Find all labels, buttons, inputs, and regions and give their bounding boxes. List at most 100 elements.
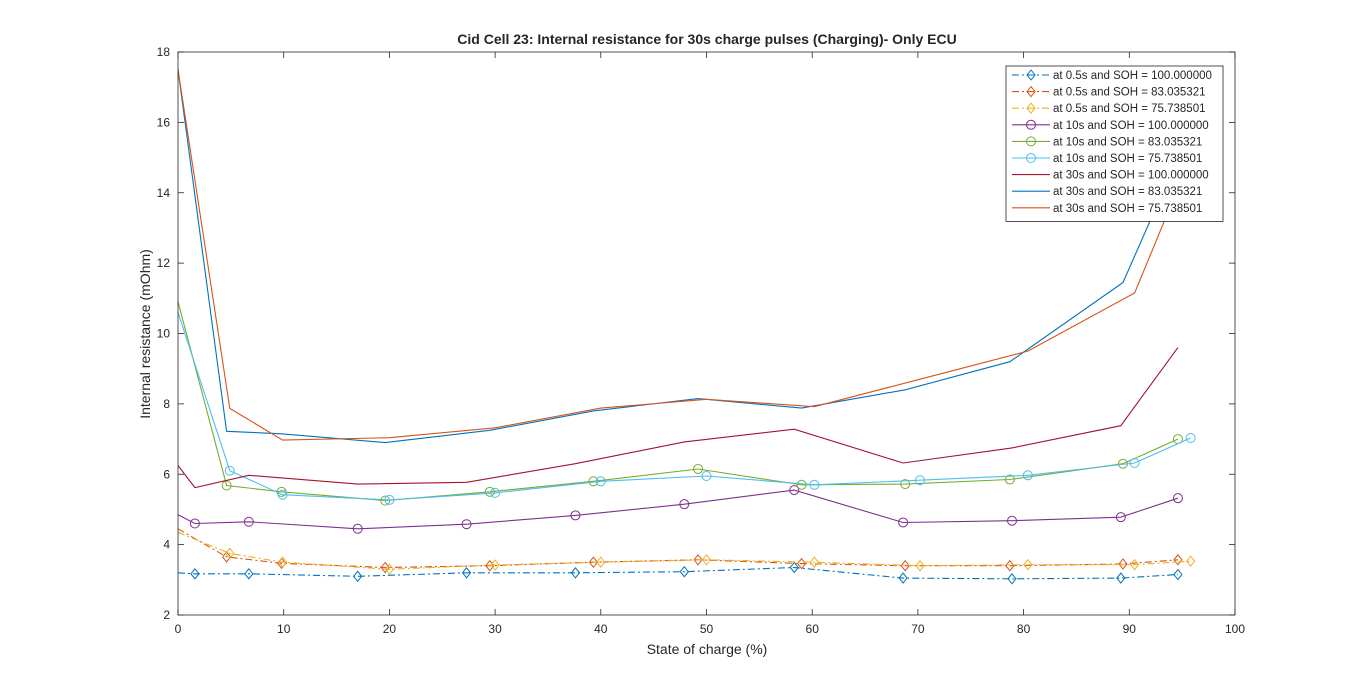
series-line <box>178 528 1178 569</box>
data-point <box>595 476 606 487</box>
legend-label: at 10s and SOH = 75.738501 <box>1053 153 1202 165</box>
data-point <box>679 499 690 510</box>
data-point <box>1185 433 1196 444</box>
data-point <box>225 547 235 560</box>
data-point <box>1129 457 1140 468</box>
y-tick-label: 4 <box>163 538 170 552</box>
data-point <box>189 518 200 529</box>
series-line <box>178 312 1191 501</box>
data-point <box>809 556 819 569</box>
data-point <box>701 553 712 566</box>
data-point <box>484 486 495 497</box>
x-tick-label: 10 <box>277 622 291 636</box>
data-point <box>224 465 235 476</box>
legend-item: at 30s and SOH = 75.738501 <box>1012 203 1202 215</box>
data-point <box>1004 474 1015 485</box>
data-point <box>490 487 501 498</box>
series-line <box>178 301 1179 502</box>
y-tick-label: 14 <box>157 186 171 200</box>
series-line <box>178 531 1191 570</box>
data-point <box>1129 558 1140 571</box>
legend-marker <box>1026 69 1036 81</box>
data-point <box>679 565 689 578</box>
legend-item: at 10s and SOH = 100.000000 <box>1012 119 1209 132</box>
y-tick-label: 2 <box>163 608 170 622</box>
x-tick-label: 100 <box>1225 622 1245 636</box>
y-tick-label: 16 <box>157 115 171 129</box>
data-point <box>900 479 911 490</box>
data-point <box>1005 559 1015 572</box>
series-9 <box>178 69 1192 441</box>
legend-label: at 0.5s and SOH = 100.000000 <box>1053 70 1212 82</box>
data-point <box>1006 515 1017 526</box>
data-point <box>1115 512 1126 523</box>
series-line <box>178 69 1192 441</box>
legend-label: at 10s and SOH = 100.000000 <box>1053 120 1209 132</box>
data-point <box>221 551 232 563</box>
data-point <box>1173 568 1183 581</box>
legend-item: at 30s and SOH = 100.000000 <box>1012 170 1209 182</box>
data-point <box>900 559 910 572</box>
legend-marker <box>1026 85 1036 98</box>
series-3 <box>178 531 1196 576</box>
series-1 <box>178 561 1183 585</box>
y-tick-label: 18 <box>157 45 171 59</box>
x-tick-label: 80 <box>1017 622 1031 636</box>
data-point <box>352 523 363 534</box>
legend-marker <box>1026 153 1036 163</box>
data-point <box>353 570 363 583</box>
data-point <box>1118 558 1128 570</box>
chart-title: Cid Cell 23: Internal resistance for 30s… <box>457 31 956 47</box>
data-point <box>277 489 288 500</box>
series-7 <box>178 347 1179 489</box>
data-point <box>490 559 500 571</box>
legend-item: at 10s and SOH = 83.035321 <box>1012 136 1202 148</box>
series-line <box>178 566 1178 580</box>
series-4 <box>178 485 1183 534</box>
data-point <box>915 475 926 486</box>
data-point <box>278 556 288 569</box>
x-tick-label: 50 <box>700 622 714 636</box>
legend-label: at 30s and SOH = 83.035321 <box>1053 186 1202 198</box>
data-point <box>898 572 908 584</box>
x-axis-label: State of charge (%) <box>647 641 768 657</box>
data-point <box>461 566 472 579</box>
legend-item: at 30s and SOH = 83.035321 <box>1012 186 1202 198</box>
data-point <box>915 559 925 572</box>
legend: at 0.5s and SOH = 100.000000 at 0.5s and … <box>1005 65 1224 222</box>
data-point <box>1023 558 1033 571</box>
data-point <box>1185 555 1196 567</box>
y-axis-label: Internal resistance (mOhm) <box>137 249 153 419</box>
data-point <box>1116 572 1126 584</box>
data-point <box>701 471 712 482</box>
data-point <box>1172 493 1183 504</box>
legend-item: at 10s and SOH = 75.738501 <box>1012 153 1202 165</box>
legend-marker <box>1026 136 1036 147</box>
x-tick-label: 90 <box>1123 622 1137 636</box>
x-tick-label: 0 <box>175 622 182 636</box>
legend-item: at 0.5s and SOH = 100.000000 <box>1012 69 1212 82</box>
data-point <box>570 566 581 579</box>
data-point <box>244 568 254 580</box>
data-point <box>1022 470 1033 481</box>
data-point <box>789 485 800 496</box>
axis-ticks: 0 10 20 30 40 50 60 70 80 90 100 2 4 6 8 10 12 14 16 18 <box>157 45 1246 636</box>
series-line <box>178 347 1179 489</box>
data-point <box>384 494 395 505</box>
x-tick-label: 40 <box>594 622 608 636</box>
legend-item: at 0.5s and SOH = 75.738501 <box>1012 102 1206 115</box>
data-point <box>693 463 704 474</box>
data-point <box>1173 553 1183 566</box>
legend-label: at 30s and SOH = 100.000000 <box>1053 170 1209 182</box>
legend-label: at 0.5s and SOH = 83.035321 <box>1053 87 1206 99</box>
series-6 <box>178 312 1196 505</box>
y-tick-label: 6 <box>163 467 170 481</box>
data-point <box>1007 572 1017 585</box>
x-tick-label: 30 <box>488 622 502 636</box>
legend-label: at 10s and SOH = 83.035321 <box>1053 136 1202 148</box>
data-point <box>588 556 599 569</box>
plot-area <box>178 69 1196 585</box>
data-point <box>796 479 807 490</box>
